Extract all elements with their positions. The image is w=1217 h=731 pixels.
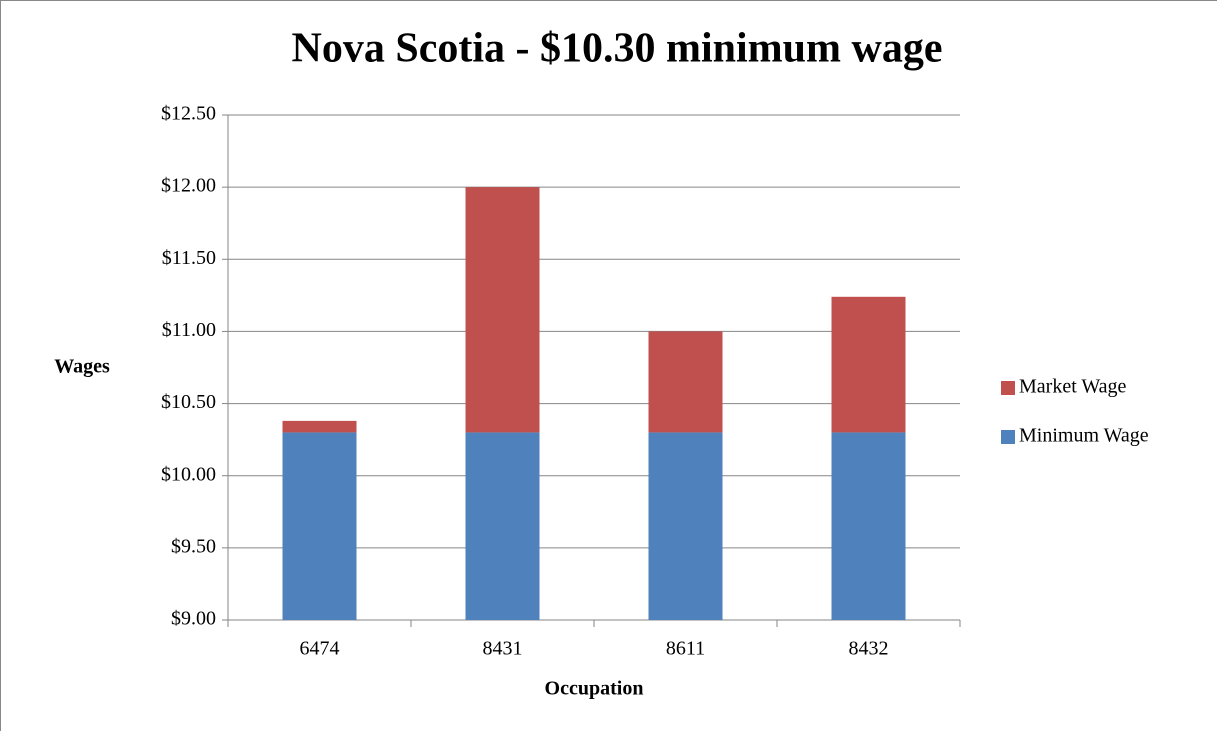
bar-segment (282, 420, 357, 433)
y-tick-label: $10.50 (161, 391, 216, 413)
legend-swatch (1001, 381, 1015, 395)
x-tick-label: 8432 (849, 638, 889, 660)
bar-segment (831, 432, 906, 620)
legend-swatch (1001, 430, 1015, 444)
x-tick-label: 6474 (300, 638, 340, 660)
y-tick-label: $9.00 (171, 608, 216, 630)
y-tick-label: $9.50 (171, 535, 216, 557)
chart-title: Nova Scotia - $10.30 minimum wage (292, 26, 943, 72)
bar-segment (465, 432, 540, 620)
y-tick-label: $12.50 (161, 103, 216, 125)
legend-label: Minimum Wage (1019, 425, 1149, 447)
bar-segment (648, 432, 723, 620)
x-tick-label: 8431 (483, 638, 523, 660)
bar-segment (465, 187, 540, 433)
bar-segment (648, 331, 723, 433)
bar-segment (831, 296, 906, 433)
y-axis-label: Wages (54, 356, 110, 378)
y-tick-label: $11.00 (162, 319, 216, 341)
x-axis-label: Occupation (545, 678, 644, 700)
legend-label: Market Wage (1019, 376, 1127, 398)
y-tick-label: $11.50 (162, 247, 216, 269)
x-tick-label: 8611 (666, 638, 705, 660)
bar-segment (282, 432, 357, 620)
y-tick-label: $12.00 (161, 175, 216, 197)
y-tick-label: $10.00 (161, 463, 216, 485)
